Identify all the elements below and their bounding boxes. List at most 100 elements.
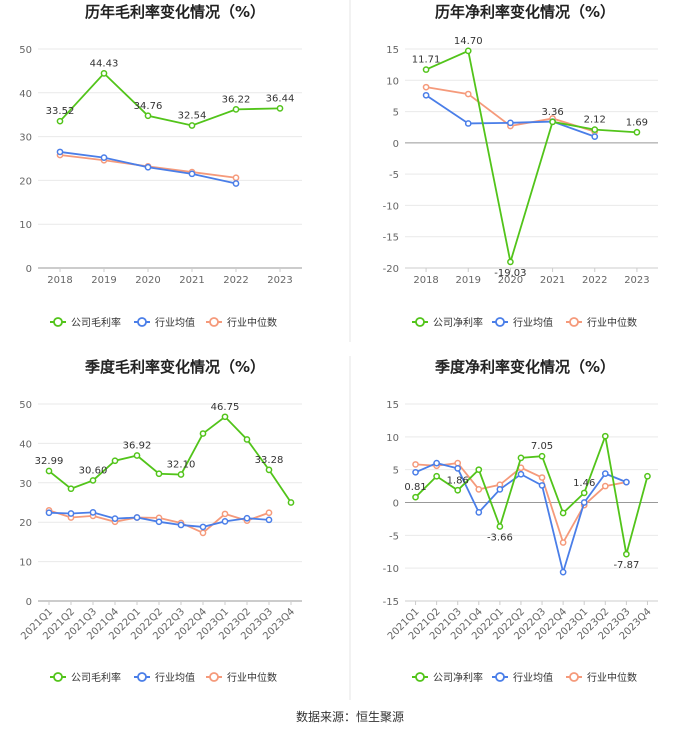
- y-tick-label: 40: [19, 439, 32, 450]
- legend-label: 公司净利率: [433, 316, 483, 329]
- data-point: [454, 486, 462, 494]
- data-point: [276, 105, 284, 112]
- data-label: 2.12: [584, 115, 606, 126]
- data-point: [475, 508, 483, 516]
- source-footer: 数据来源：恒生聚源: [295, 710, 404, 724]
- data-point: [56, 117, 64, 125]
- legend-label: 行业中位数: [227, 671, 277, 684]
- series-line-0: [414, 432, 649, 555]
- y-tick-label: -5: [389, 531, 399, 542]
- data-point: [517, 454, 525, 462]
- data-point: [580, 489, 588, 497]
- data-label: 36.92: [123, 441, 152, 452]
- x-tick-label: 2023: [267, 275, 292, 286]
- data-label: 33.52: [46, 106, 75, 117]
- x-tick-label: 2019: [456, 275, 481, 286]
- x-tick-label: 2018: [413, 275, 438, 286]
- series-line-0: [425, 49, 637, 263]
- data-label: 46.75: [211, 402, 240, 413]
- data-point: [56, 148, 64, 156]
- data-point: [496, 523, 504, 530]
- x-tick-label: 2020: [135, 275, 160, 286]
- y-tick-label: 0: [393, 139, 399, 150]
- data-label: 11.71: [412, 55, 441, 66]
- y-tick-label: 15: [386, 400, 399, 411]
- y-tick-label: -20: [383, 264, 399, 275]
- legend-swatch-marker: [53, 317, 63, 327]
- data-point: [243, 436, 251, 443]
- data-label: 30.60: [79, 465, 108, 476]
- y-tick-label: 20: [19, 176, 32, 187]
- data-label: 1.69: [626, 117, 648, 128]
- data-label: -7.87: [613, 560, 639, 571]
- y-tick-label: -10: [383, 201, 399, 212]
- data-point: [45, 509, 53, 517]
- data-point: [265, 509, 273, 517]
- data-point: [412, 468, 419, 476]
- data-point: [559, 509, 567, 517]
- chart-title: 季度毛利率变化情况（%）: [85, 358, 265, 376]
- data-point: [507, 119, 514, 127]
- legend-label: 行业中位数: [587, 671, 637, 684]
- legend-swatch-marker: [137, 672, 147, 682]
- y-tick-label: 10: [386, 76, 399, 87]
- data-label: 33.28: [255, 455, 284, 466]
- chart-title: 季度净利率变化情况（%）: [435, 358, 615, 376]
- data-label: 1.86: [447, 475, 469, 486]
- data-point: [232, 106, 240, 113]
- series-line-0: [48, 415, 292, 504]
- data-point: [232, 174, 240, 182]
- y-tick-label: 10: [386, 433, 399, 444]
- data-point: [111, 515, 119, 523]
- legend-swatch-marker: [569, 672, 579, 682]
- data-point: [496, 486, 504, 493]
- data-point: [633, 128, 641, 136]
- data-point: [188, 170, 196, 178]
- data-label: 36.44: [266, 93, 295, 104]
- data-point: [464, 90, 472, 98]
- legend-swatch-marker: [495, 317, 505, 327]
- data-point: [199, 430, 207, 437]
- chart-4: 季度净利率变化情况（%）-15-10-50510152021Q12021Q220…: [383, 358, 658, 684]
- data-point: [89, 477, 97, 484]
- data-point: [155, 518, 163, 526]
- x-tick-label: 2023: [624, 275, 649, 286]
- chart-title: 历年毛利率变化情况（%）: [85, 3, 265, 21]
- legend-swatch-marker: [569, 317, 579, 327]
- data-point: [601, 470, 609, 477]
- data-point: [67, 510, 75, 517]
- data-label: -3.66: [487, 533, 513, 544]
- legend-swatch-marker: [209, 317, 219, 327]
- data-point: [287, 499, 295, 506]
- data-point: [538, 474, 546, 481]
- legend-swatch-marker: [495, 672, 505, 682]
- y-tick-label: 10: [19, 558, 32, 569]
- legend-label: 行业中位数: [587, 316, 637, 329]
- data-point: [177, 471, 185, 478]
- data-point: [133, 452, 141, 459]
- data-point: [559, 568, 567, 576]
- chart-3: 季度毛利率变化情况（%）010203040502021Q12021Q22021Q…: [19, 358, 302, 684]
- data-label: -19.03: [494, 268, 526, 279]
- data-point: [412, 461, 419, 468]
- data-label: 7.05: [531, 441, 553, 452]
- y-tick-label: 20: [19, 518, 32, 529]
- x-tick-label: 2022: [223, 275, 248, 286]
- series-line-0: [59, 72, 281, 127]
- y-tick-label: 30: [19, 133, 32, 144]
- data-point: [507, 258, 514, 266]
- data-point: [475, 466, 483, 474]
- data-label: 32.99: [35, 456, 64, 467]
- y-tick-label: 5: [393, 108, 399, 119]
- chart-2: 历年净利率变化情况（%） -20 -15 -10 -5 0 5 10 15 2018 2019 202…: [383, 3, 658, 329]
- data-point: [265, 516, 273, 524]
- data-label: 32.54: [178, 110, 207, 121]
- data-point: [265, 466, 273, 474]
- data-point: [464, 120, 472, 127]
- data-point: [412, 493, 419, 501]
- data-point: [232, 180, 240, 187]
- data-point: [601, 482, 609, 490]
- legend-swatch-marker: [209, 672, 219, 682]
